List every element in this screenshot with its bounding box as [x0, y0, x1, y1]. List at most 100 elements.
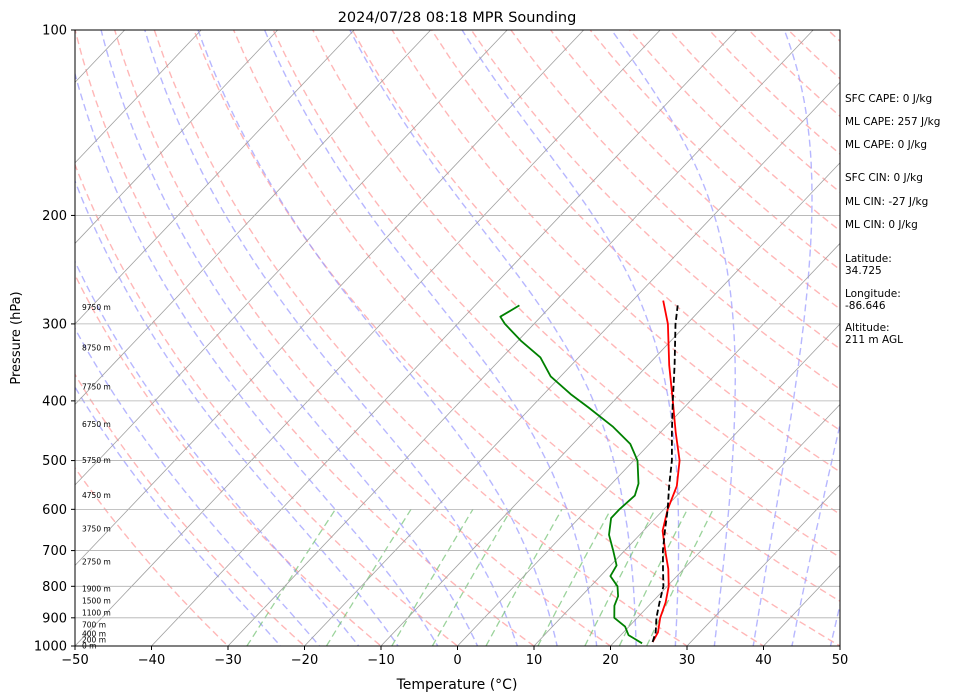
mixing-ratio-line — [485, 508, 563, 646]
background-lines — [0, 30, 955, 659]
y-tick-label: 900 — [42, 611, 67, 626]
y-tick-label: 600 — [42, 503, 67, 518]
x-tick-label: −20 — [291, 653, 318, 668]
isotherm — [304, 81, 840, 646]
height-label: 6750 m — [82, 420, 111, 429]
ml-cin-label: ML CIN: -27 J/kg — [845, 196, 929, 208]
height-label: 3750 m — [82, 525, 111, 534]
longitude-label: Longitude: -86.646 — [845, 288, 901, 312]
dry-adiabat — [351, 30, 840, 516]
x-tick-label: 30 — [679, 653, 696, 668]
sounding-series — [499, 300, 681, 645]
x-axis-label: Temperature (°C) — [396, 677, 518, 693]
moist-adiabat — [461, 30, 680, 646]
dry-adiabat — [75, 30, 536, 646]
isotherm — [227, 30, 814, 646]
height-label: 5750 m — [82, 456, 111, 465]
isotherm — [533, 323, 840, 646]
isotherm — [151, 30, 737, 646]
mixing-ratio-line — [391, 508, 474, 646]
moist-adiabat — [752, 30, 813, 646]
temperature-profile — [651, 300, 681, 643]
ml-cin-label-2: ML CIN: 0 J/kg — [845, 219, 918, 231]
y-tick-label: 800 — [42, 580, 67, 595]
height-label: 700 m — [82, 620, 106, 629]
moist-adiabat — [349, 30, 637, 646]
y-tick-label: 500 — [42, 454, 67, 469]
x-tick-label: 20 — [602, 653, 619, 668]
y-tick-label: 200 — [42, 209, 67, 224]
x-tick-label: 0 — [453, 653, 461, 668]
x-tick-label: −30 — [214, 653, 241, 668]
mixing-ratio-line — [646, 509, 714, 646]
y-axis-label: Pressure (hPa) — [9, 291, 24, 384]
height-label: 1500 m — [82, 596, 111, 605]
altitude-label: Altitude: 211 m AGL — [845, 322, 903, 346]
ml-cape-label: ML CAPE: 257 J/kg — [845, 116, 941, 128]
isotherm — [75, 30, 661, 646]
isotherm — [380, 162, 840, 646]
chart-title: 2024/07/28 08:18 MPR Sounding — [338, 10, 577, 26]
dry-adiabat — [193, 30, 765, 646]
height-label: 9750 m — [82, 303, 111, 312]
height-label: 200 m — [82, 636, 106, 645]
isotherm — [75, 30, 431, 406]
y-tick-label: 300 — [42, 317, 67, 332]
moist-adiabat — [791, 421, 840, 646]
mixing-ratio-line — [246, 508, 336, 646]
axes: −50 −40 −30 −20 −10 0 10 20 30 40 50 1000 900 800 700 6… — [34, 24, 848, 669]
height-label: 7750 m — [82, 383, 111, 392]
y-tick-label: 400 — [42, 394, 67, 409]
moist-adiabat — [144, 30, 519, 646]
latitude-label: Latitude: 34.725 — [845, 253, 892, 277]
x-tick-label: 10 — [526, 653, 543, 668]
moist-adiabat — [75, 327, 321, 646]
isotherm — [457, 242, 840, 646]
dry-adiabat — [391, 30, 840, 473]
y-tick-label: 100 — [42, 24, 67, 39]
sfc-cape-label: SFC CAPE: 0 J/kg — [845, 93, 933, 105]
mixing-ratio-line — [537, 508, 612, 646]
dry-adiabat — [470, 30, 840, 391]
height-label: 1900 m — [82, 584, 111, 593]
dry-adiabat — [75, 466, 230, 646]
dry-adiabat — [431, 30, 840, 432]
dry-adiabat — [312, 30, 840, 559]
x-tick-label: 40 — [755, 653, 772, 668]
moist-adiabat — [75, 71, 439, 646]
dry-adiabat — [947, 30, 955, 659]
isotherm — [75, 30, 278, 244]
isotherm — [686, 484, 840, 646]
parcel-profile — [651, 305, 679, 643]
moist-adiabat — [75, 179, 399, 646]
isotherm — [610, 403, 840, 646]
ml-cape-label-2: ML CAPE: 0 J/kg — [845, 139, 928, 151]
mixing-ratio-line — [325, 508, 412, 646]
y-tick-label: 700 — [42, 544, 67, 559]
dry-adiabat — [75, 373, 306, 646]
y-tick-label: 1000 — [34, 640, 67, 655]
x-tick-label: −10 — [367, 653, 394, 668]
dry-adiabat — [510, 30, 840, 350]
isotherm — [75, 30, 202, 164]
dry-adiabat — [550, 30, 840, 310]
isotherm — [0, 30, 48, 646]
moist-adiabat — [75, 260, 360, 646]
x-tick-label: −50 — [61, 653, 88, 668]
dry-adiabat — [232, 30, 840, 646]
isotherm — [75, 30, 355, 325]
height-label: 2750 m — [82, 557, 111, 566]
mixing-ratio-line — [431, 508, 512, 646]
isotherm — [75, 30, 584, 567]
moist-adiabat — [829, 602, 840, 646]
dry-adiabat — [75, 273, 383, 646]
moist-adiabat — [100, 30, 479, 646]
dry-adiabat — [153, 30, 689, 646]
x-tick-label: −40 — [138, 653, 165, 668]
x-tick-label: 50 — [832, 653, 849, 668]
moist-adiabat — [263, 30, 598, 646]
moist-adiabat — [75, 385, 282, 646]
moist-adiabat — [197, 30, 558, 646]
